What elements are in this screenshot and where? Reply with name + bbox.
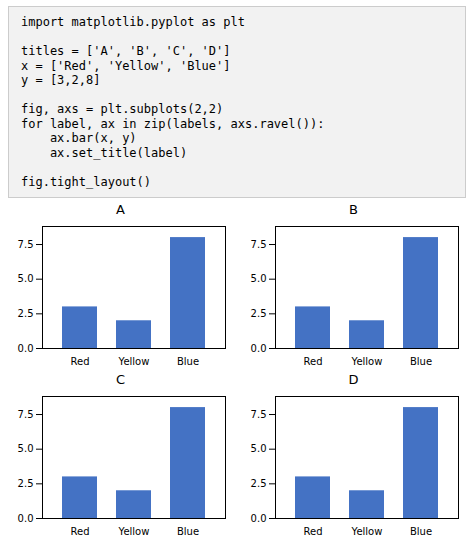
svg-text:Blue: Blue [410, 356, 432, 367]
svg-text:Blue: Blue [410, 526, 432, 537]
svg-text:0.0: 0.0 [251, 513, 267, 524]
svg-text:Blue: Blue [177, 526, 199, 537]
svg-text:2.5: 2.5 [18, 478, 34, 489]
svg-text:2.5: 2.5 [251, 308, 267, 319]
html-text:for label, ax in zip(labels, a: for label, ax in zip(labels, axs.ravel()… [21, 116, 325, 131]
svg-text:Yellow: Yellow [351, 356, 383, 367]
svg-text:5.0: 5.0 [18, 273, 34, 284]
html-text:ax.set_title(label): ax.set_title(label) [21, 145, 188, 160]
svg-text:Red: Red [71, 356, 90, 367]
html-text:C: C [116, 372, 125, 387]
svg-text:0.0: 0.0 [18, 513, 34, 524]
svg-text:0.0: 0.0 [251, 343, 267, 354]
svg-text:2.5: 2.5 [251, 478, 267, 489]
svg-text:7.5: 7.5 [251, 239, 267, 250]
html-text:B: B [349, 202, 358, 217]
svg-text:5.0: 5.0 [18, 443, 34, 454]
html-text:A: A [116, 202, 125, 217]
svg-text:2.5: 2.5 [18, 308, 34, 319]
html-text:ax.bar(x, y): ax.bar(x, y) [21, 131, 137, 145]
svg-text:5.0: 5.0 [251, 443, 267, 454]
svg-text:Yellow: Yellow [351, 526, 383, 537]
svg-text:7.5: 7.5 [251, 409, 267, 420]
html-text:x = ['Red', 'Yellow', 'Blue']: x = ['Red', 'Yellow', 'Blue'] [21, 58, 231, 73]
html-text:import matplotlib.pyplot as pl: import matplotlib.pyplot as plt [21, 15, 245, 29]
svg-text:0.0: 0.0 [18, 343, 34, 354]
svg-text:7.5: 7.5 [18, 409, 34, 420]
html-text:fig, axs = plt.subplots(2,2): fig, axs = plt.subplots(2,2) [21, 102, 224, 116]
svg-text:7.5: 7.5 [18, 239, 34, 250]
svg-text:Red: Red [71, 526, 90, 537]
svg-text:5.0: 5.0 [251, 273, 267, 284]
html-text:D: D [348, 372, 359, 387]
svg-text:Yellow: Yellow [118, 356, 150, 367]
svg-text:Red: Red [304, 356, 323, 367]
svg-text:Yellow: Yellow [118, 526, 150, 537]
svg-text:Blue: Blue [177, 356, 199, 367]
html-text:titles = ['A', 'B', 'C', 'D']: titles = ['A', 'B', 'C', 'D'] [21, 44, 231, 58]
svg-text:Red: Red [304, 526, 323, 537]
html-text:fig.tight_layout(): fig.tight_layout() [21, 174, 151, 189]
html-text:y = [3,2,8]: y = [3,2,8] [21, 73, 101, 87]
